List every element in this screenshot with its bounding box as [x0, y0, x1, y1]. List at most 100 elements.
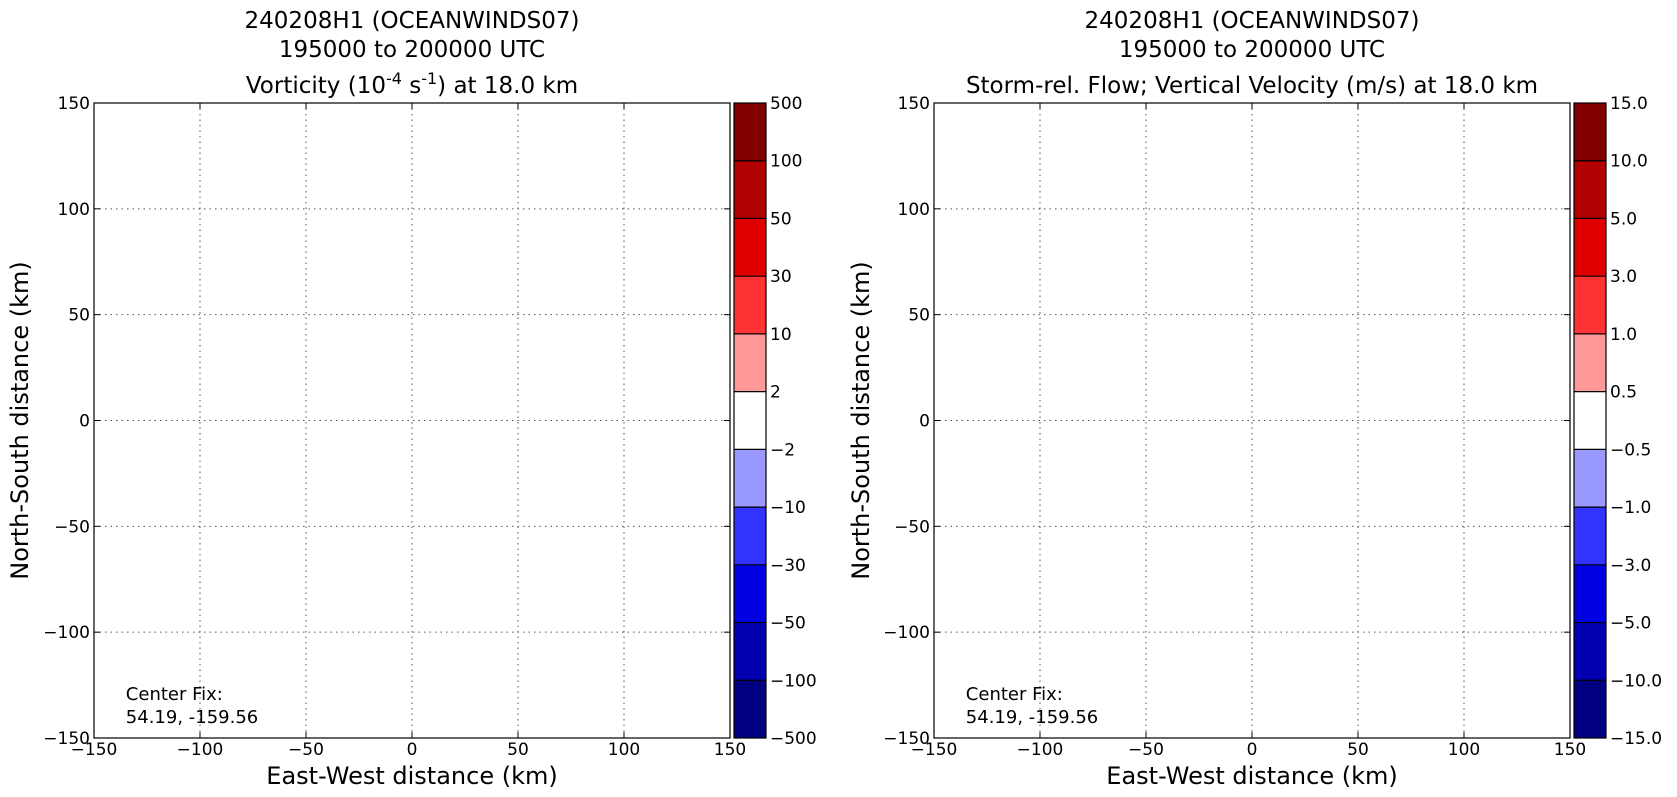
- colorbar-tick-label: 2: [770, 383, 781, 403]
- chart-panel-2: 240208H1 (OCEANWINDS07) 195000 to 200000 …: [847, 8, 1662, 790]
- y-axis-label: North-South distance (km): [847, 261, 875, 580]
- y-tick-label: 0: [79, 412, 90, 432]
- colorbar-segment: [1574, 218, 1606, 277]
- colorbar-tick-label: 10: [770, 325, 792, 345]
- colorbar-tick-label: −15.0: [1610, 729, 1662, 749]
- colorbar-tick-label: 5.0: [1610, 209, 1637, 229]
- colorbar-segment: [1574, 680, 1606, 738]
- colorbar-segment: [734, 391, 766, 450]
- colorbar-tick-label: 50: [770, 209, 792, 229]
- colorbar-tick-label: −2: [770, 440, 795, 460]
- colorbar-segment: [734, 103, 766, 161]
- colorbar-tick-label: −500: [770, 729, 817, 749]
- title-part-mid: s: [402, 73, 421, 99]
- chart-title-line-3: Vorticity (10-4 s-1) at 18.0 km: [246, 69, 578, 99]
- y-tick-label: −100: [43, 623, 90, 643]
- colorbar-tick-label: 100: [770, 152, 802, 172]
- colorbar-tick-label: −5.0: [1610, 614, 1651, 634]
- colorbar-tick-label: 3.0: [1610, 267, 1637, 287]
- colorbar: −500 −100 −50 −30 −10 −2 2 10 30 50 100 500: [733, 94, 817, 749]
- colorbar-segment: [1574, 564, 1606, 623]
- y-axis-label: North-South distance (km): [6, 261, 34, 580]
- title-part-sup1: -4: [386, 69, 402, 88]
- colorbar-tick-label: 10.0: [1610, 152, 1648, 172]
- colorbar-tick-label: 30: [770, 267, 792, 287]
- x-axis-label: East-West distance (km): [266, 762, 557, 790]
- y-tick-label: −100: [883, 623, 930, 643]
- colorbar-tick-label: −10: [770, 498, 806, 518]
- colorbar-segment: [1574, 276, 1606, 334]
- chart-title-line-1: 240208H1 (OCEANWINDS07): [1085, 8, 1420, 34]
- colorbar-segment: [734, 449, 766, 508]
- colorbar-tick-label: 1.0: [1610, 325, 1637, 345]
- colorbar-segment: [734, 160, 766, 219]
- x-tick-label: −50: [1128, 740, 1164, 760]
- colorbar-segment: [734, 564, 766, 623]
- x-tick-label: −150: [911, 740, 958, 760]
- colorbar: −15.0 −10.0 −5.0 −3.0 −1.0 −0.5 0.5 1.0 3.0 5.0 10…: [1573, 94, 1662, 749]
- title-part-pre: Vorticity (10: [246, 73, 386, 99]
- x-axis-label: East-West distance (km): [1106, 762, 1397, 790]
- colorbar-tick-label: −50: [770, 614, 806, 634]
- chart-title-line-2: 195000 to 200000 UTC: [279, 37, 545, 63]
- colorbar-tick-label: 0.5: [1610, 383, 1637, 403]
- y-tick-label: −50: [894, 517, 930, 537]
- x-tick-label: −100: [1017, 740, 1064, 760]
- x-tick-label: 100: [1448, 740, 1480, 760]
- y-tick-label: 100: [898, 200, 930, 220]
- x-tick-label: 150: [714, 740, 746, 760]
- colorbar-segment: [734, 507, 766, 565]
- x-tick-label: 0: [407, 740, 418, 760]
- colorbar-segment: [1574, 103, 1606, 161]
- title-part-post: ) at 18.0 km: [437, 73, 578, 99]
- y-tick-label: 50: [908, 306, 930, 326]
- y-tick-label: 0: [919, 412, 930, 432]
- x-tick-label: 50: [507, 740, 529, 760]
- x-tick-label: −150: [71, 740, 118, 760]
- y-tick-label: 150: [898, 94, 930, 114]
- colorbar-tick-label: −1.0: [1610, 498, 1651, 518]
- center-fix-label: Center Fix:: [126, 684, 223, 705]
- chart-title-line-2: 195000 to 200000 UTC: [1119, 37, 1385, 63]
- title-part-sup2: -1: [421, 69, 437, 88]
- colorbar-segment: [734, 218, 766, 277]
- colorbar-tick-label: −100: [770, 671, 817, 691]
- colorbar-segment: [734, 622, 766, 681]
- x-tick-label: 0: [1247, 740, 1258, 760]
- y-tick-label: 50: [68, 306, 90, 326]
- y-tick-label: −150: [883, 729, 930, 749]
- colorbar-tick-label: −30: [770, 556, 806, 576]
- colorbar-segment: [734, 333, 766, 392]
- chart-title-line-1: 240208H1 (OCEANWINDS07): [245, 8, 580, 34]
- y-tick-label: −50: [54, 517, 90, 537]
- colorbar-segment: [1574, 333, 1606, 392]
- colorbar-segment: [1574, 160, 1606, 219]
- center-fix-value: 54.19, -159.56: [966, 707, 1098, 728]
- colorbar-segment: [1574, 449, 1606, 508]
- colorbar-tick-label: 15.0: [1610, 94, 1648, 114]
- colorbar-tick-label: −0.5: [1610, 440, 1651, 460]
- y-tick-label: 100: [58, 200, 90, 220]
- chart-title-line-3: Storm-rel. Flow; Vertical Velocity (m/s)…: [966, 73, 1538, 99]
- colorbar-segment: [734, 276, 766, 334]
- colorbar-frame: [1573, 102, 1607, 739]
- colorbar-segment: [1574, 622, 1606, 681]
- colorbar-frame: [733, 102, 767, 739]
- center-fix-value: 54.19, -159.56: [126, 707, 258, 728]
- colorbar-tick-label: −3.0: [1610, 556, 1651, 576]
- colorbar-segment: [734, 680, 766, 738]
- y-tick-label: −150: [43, 729, 90, 749]
- y-tick-label: 150: [58, 94, 90, 114]
- x-tick-label: 150: [1554, 740, 1586, 760]
- x-tick-label: 100: [608, 740, 640, 760]
- x-tick-label: −50: [288, 740, 324, 760]
- x-tick-label: 50: [1347, 740, 1369, 760]
- colorbar-tick-label: −10.0: [1610, 671, 1662, 691]
- colorbar-tick-label: 500: [770, 94, 802, 114]
- colorbar-segment: [1574, 391, 1606, 450]
- colorbar-segment: [1574, 507, 1606, 565]
- center-fix-label: Center Fix:: [966, 684, 1063, 705]
- chart-panel-1: 240208H1 (OCEANWINDS07) 195000 to 200000 …: [6, 8, 817, 790]
- x-tick-label: −100: [177, 740, 224, 760]
